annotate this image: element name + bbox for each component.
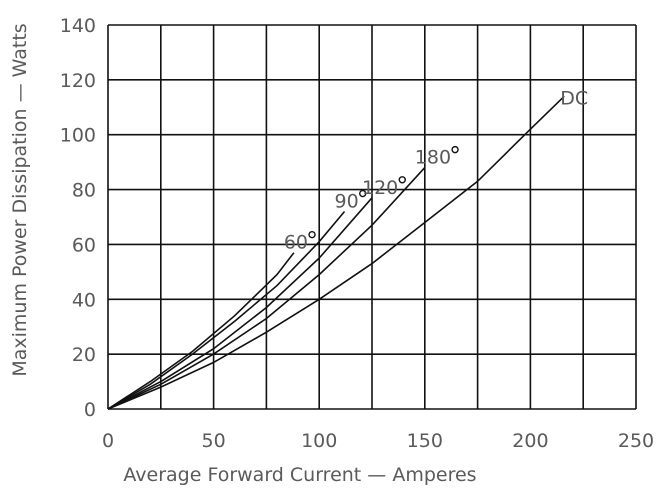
series-label-dc: DC (560, 87, 588, 109)
series-label-120: 120 (362, 177, 398, 199)
y-tick-label: 0 (84, 399, 96, 421)
y-tick-label: 140 (60, 15, 96, 37)
y-tick-label: 100 (60, 125, 96, 147)
y-tick-labels: 0 20 40 60 80 100 120 140 (60, 15, 96, 421)
x-tick-label: 100 (301, 430, 337, 452)
degree-symbol (451, 145, 459, 154)
x-axis-label: Average Forward Current — Amperes (123, 464, 476, 486)
series-curve-120 (107, 197, 373, 410)
x-tick-label: 0 (102, 430, 114, 452)
y-tick-label: 80 (72, 180, 96, 202)
y-tick-label: 40 (72, 289, 96, 311)
series-label-180: 180 (415, 147, 451, 169)
y-axis-label: Maximum Power Dissipation — Watts (9, 23, 31, 376)
degree-symbol (398, 176, 406, 184)
x-tick-label: 200 (512, 430, 548, 452)
series-label-90: 90 (335, 191, 359, 213)
series-curve-180 (107, 167, 426, 410)
x-tick-label: 150 (407, 430, 443, 452)
grid-lines (107, 24, 637, 410)
y-tick-label: 20 (72, 344, 96, 366)
x-tick-labels: 0 50 100 150 200 250 (102, 430, 654, 452)
y-tick-label: 60 (72, 234, 96, 256)
x-tick-label: 250 (618, 430, 654, 452)
series-curve-dc (107, 95, 565, 410)
series-curves (107, 95, 565, 410)
degree-symbol (359, 189, 367, 198)
series-curve-60 (107, 252, 295, 410)
y-tick-label: 120 (60, 70, 96, 92)
degree-symbol (308, 230, 316, 239)
x-tick-label: 50 (202, 430, 226, 452)
series-label-60: 60 (284, 232, 308, 254)
series-curve-90 (107, 210, 346, 410)
